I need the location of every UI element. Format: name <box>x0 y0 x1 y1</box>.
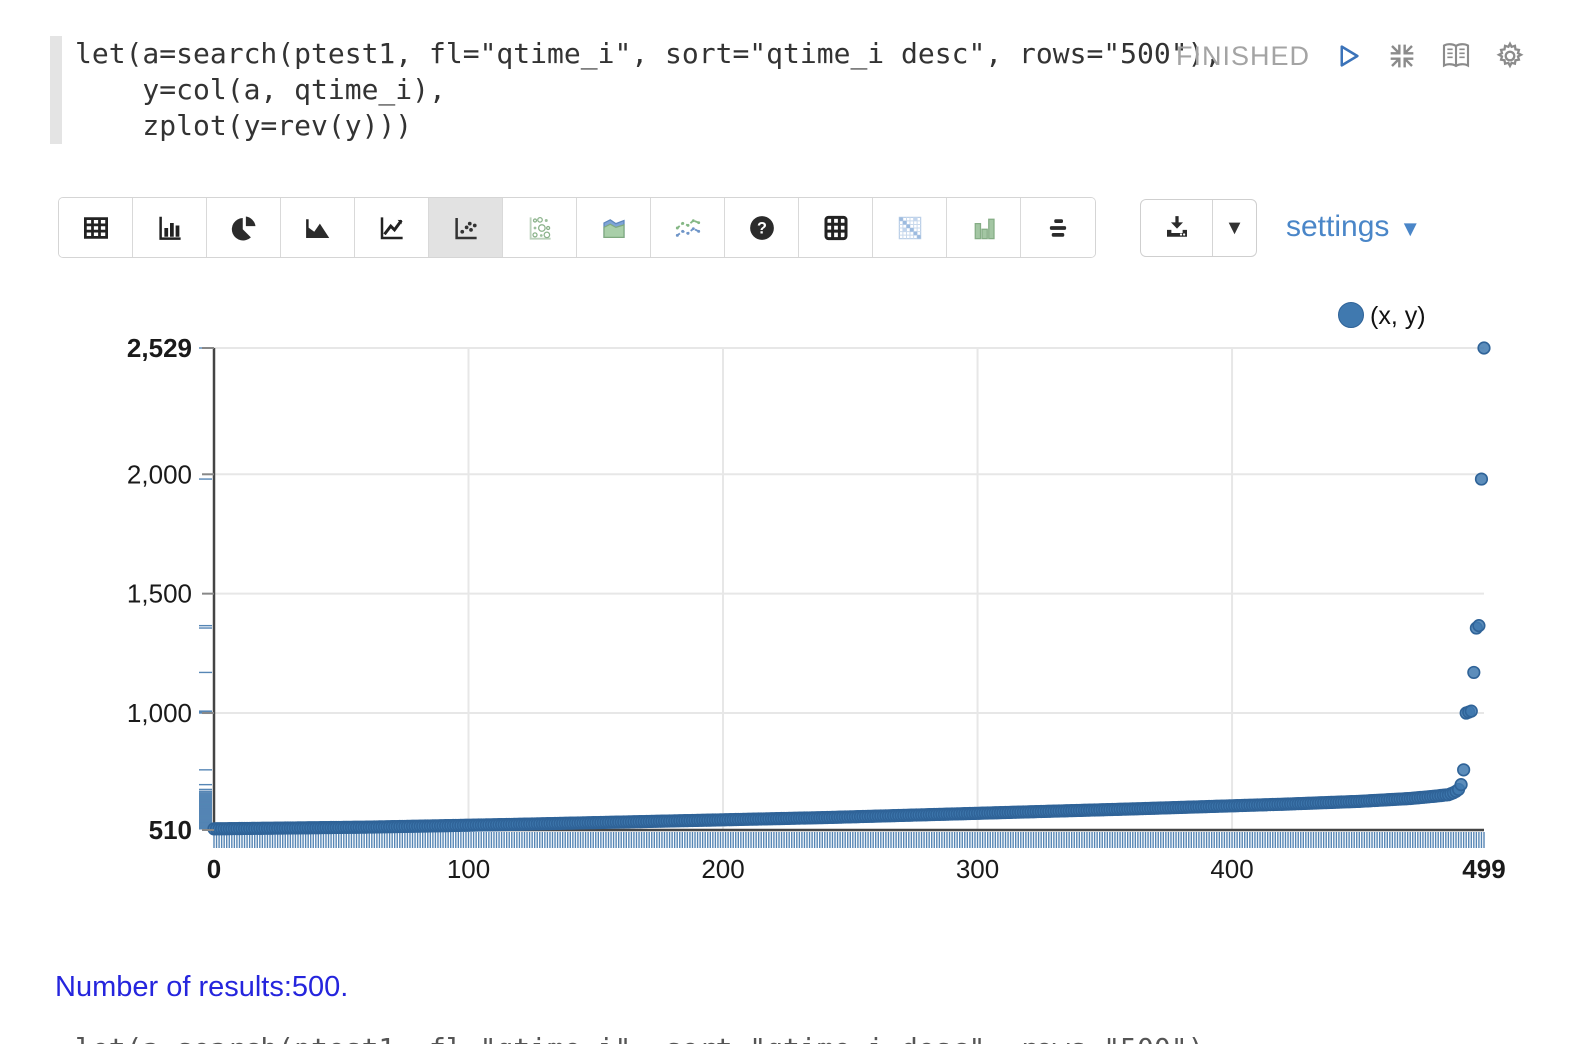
show-editor-book-icon[interactable] <box>1440 40 1472 72</box>
svg-text:1,000: 1,000 <box>127 698 192 728</box>
bubble-chart-icon[interactable] <box>503 198 577 257</box>
collapse-icon[interactable] <box>1386 40 1418 72</box>
svg-text:510: 510 <box>149 815 192 845</box>
heatmap-icon[interactable] <box>873 198 947 257</box>
stream-area-chart-icon[interactable] <box>577 198 651 257</box>
svg-text:100: 100 <box>447 854 490 884</box>
svg-text:200: 200 <box>701 854 744 884</box>
scatter-plot-icon[interactable] <box>429 198 503 257</box>
legend-label: (x, y) <box>1370 302 1426 330</box>
svg-text:2,529: 2,529 <box>127 333 192 363</box>
multi-line-chart-icon[interactable] <box>651 198 725 257</box>
scatter-chart[interactable]: 2,529 2,000 1,500 1,000 510 0 100 200 300 400 499 (… <box>0 285 1570 895</box>
status-badge: FINISHED <box>1175 40 1310 71</box>
paragraph-gutter <box>50 36 62 144</box>
svg-text:2,000: 2,000 <box>127 459 192 489</box>
download-split-button: ▼ <box>1140 199 1257 257</box>
area-chart-icon[interactable] <box>281 198 355 257</box>
table-icon[interactable] <box>59 198 133 257</box>
download-options-caret-icon[interactable]: ▼ <box>1224 216 1245 239</box>
bar-chart-icon[interactable] <box>133 198 207 257</box>
settings-caret-icon: ▼ <box>1399 216 1422 241</box>
download-icon[interactable] <box>1141 200 1213 256</box>
pie-chart-icon[interactable] <box>207 198 281 257</box>
code-paragraph[interactable]: let(a=search(ptest1, fl="qtime_i", sort=… <box>50 36 1221 144</box>
visualization-toolbar: ? <box>58 197 1096 258</box>
settings-toggle[interactable]: settings ▼ <box>1286 210 1421 244</box>
pivot-grid-icon[interactable] <box>799 198 873 257</box>
code-editor[interactable]: let(a=search(ptest1, fl="qtime_i", sort=… <box>75 37 1222 142</box>
svg-text:?: ? <box>757 219 767 237</box>
paragraph-status-bar: FINISHED <box>1176 40 1526 72</box>
horizontal-bars-icon[interactable] <box>1021 198 1095 257</box>
help-icon[interactable]: ? <box>725 198 799 257</box>
results-count-text: Number of results:500. <box>55 971 349 1003</box>
svg-text:1,500: 1,500 <box>127 579 192 609</box>
next-paragraph-preview[interactable]: let(a=search(ptest1, fl="qtime_i", sort=… <box>75 1032 1221 1044</box>
svg-text:0: 0 <box>207 854 221 884</box>
column-chart-icon[interactable] <box>947 198 1021 257</box>
svg-text:400: 400 <box>1210 854 1253 884</box>
run-icon[interactable] <box>1332 40 1364 72</box>
settings-label: settings <box>1286 210 1390 243</box>
svg-text:300: 300 <box>956 854 999 884</box>
svg-text:499: 499 <box>1462 854 1505 884</box>
gear-icon[interactable] <box>1494 40 1526 72</box>
line-chart-icon[interactable] <box>355 198 429 257</box>
